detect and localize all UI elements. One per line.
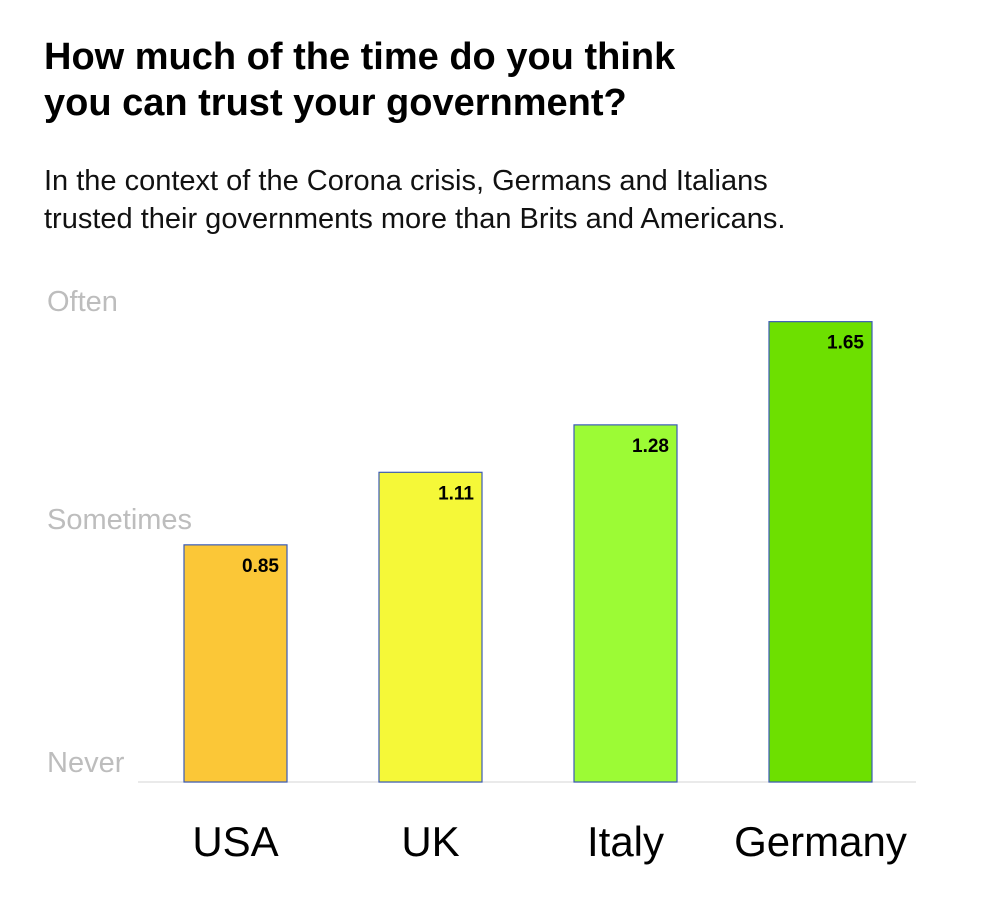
subtitle-line: trusted their governments more than Brit…	[44, 203, 786, 235]
title-line: How much of the time do you think	[44, 36, 676, 78]
data-label: 1.65	[827, 333, 864, 354]
bar-germany	[768, 321, 873, 783]
chart-title: How much of the time do you think you ca…	[44, 34, 944, 126]
title-line: you can trust your government?	[44, 82, 627, 124]
y-tick-label: Sometimes	[47, 504, 192, 536]
bar-usa	[183, 544, 288, 783]
x-tick-label: USA	[192, 818, 278, 865]
bar-italy	[573, 424, 678, 783]
y-tick-label: Often	[47, 286, 118, 318]
data-label: 1.28	[632, 436, 669, 457]
chart-subtitle: In the context of the Corona crisis, Ger…	[44, 162, 984, 238]
bar-uk	[378, 471, 483, 783]
y-tick-label: Never	[47, 747, 125, 779]
x-tick-label: UK	[401, 818, 459, 865]
x-tick-label: Germany	[734, 818, 907, 865]
data-label: 1.11	[438, 483, 474, 504]
subtitle-line: In the context of the Corona crisis, Ger…	[44, 165, 768, 197]
data-label: 0.85	[242, 556, 279, 577]
x-tick-label: Italy	[587, 818, 664, 865]
